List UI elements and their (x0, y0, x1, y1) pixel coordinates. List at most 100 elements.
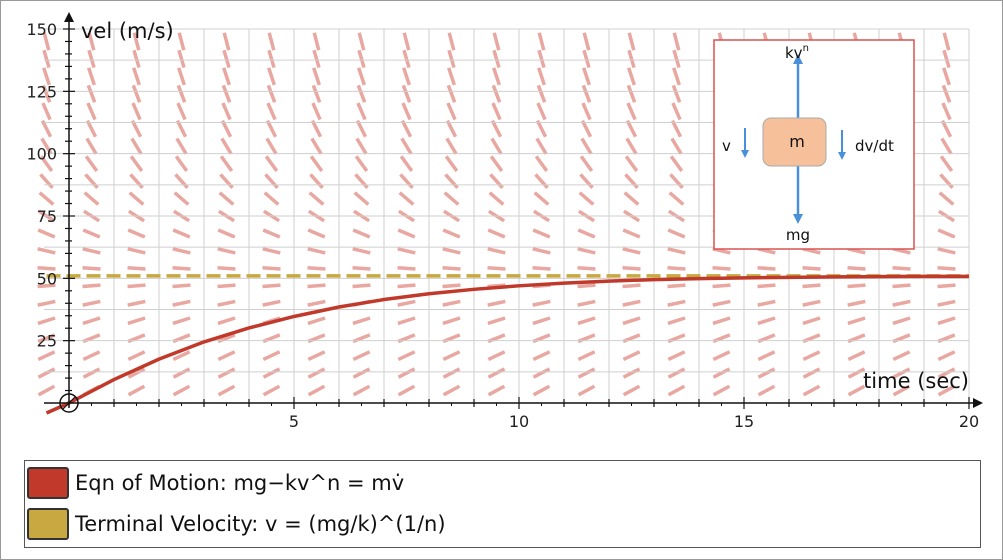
slope-mark (537, 49, 546, 69)
slope-mark (221, 84, 232, 103)
slope-mark (175, 119, 188, 138)
slope-mark (262, 266, 281, 271)
slope-mark (127, 350, 146, 362)
slope-mark (262, 228, 281, 239)
slope-mark (42, 32, 51, 51)
slope-mark (37, 283, 56, 289)
slope-mark (847, 266, 866, 271)
slope-mark (129, 173, 144, 189)
slope-mark (757, 367, 776, 379)
drag-force-base: kv (785, 44, 803, 62)
slope-mark (82, 266, 101, 271)
slope-mark (940, 137, 953, 155)
slope-mark (668, 191, 685, 206)
slope-mark (400, 137, 413, 155)
slope-mark (307, 350, 326, 362)
slope-mark (757, 283, 776, 289)
slope-mark (672, 32, 681, 51)
slope-mark (262, 384, 281, 397)
slope-mark (937, 299, 956, 307)
slope-mark (533, 191, 550, 206)
slope-mark (622, 266, 641, 271)
legend-swatch-motion[interactable] (27, 467, 69, 499)
slope-mark (217, 367, 236, 379)
slope-mark (402, 49, 411, 69)
slope-mark (532, 299, 551, 307)
slope-mark (937, 367, 956, 379)
slope-mark (172, 367, 191, 379)
slope-mark (402, 32, 411, 51)
slope-mark (352, 316, 371, 326)
y-axis-arrow-icon (64, 12, 74, 22)
slope-mark (534, 155, 549, 172)
slope-mark (712, 316, 731, 326)
slope-mark (83, 191, 100, 206)
slope-mark (847, 299, 866, 307)
slope-mark (307, 228, 326, 239)
slope-mark (622, 350, 641, 362)
slope-mark (85, 137, 98, 155)
legend-item-terminal[interactable]: Terminal Velocity: v = (mg/k)^(1/n) (27, 506, 446, 542)
slope-mark (37, 247, 56, 255)
x-axis-title: time (sec) (863, 369, 969, 393)
slope-mark (577, 316, 596, 326)
x-tick-label: 15 (734, 412, 754, 431)
slope-mark (312, 67, 321, 86)
slope-mark (176, 84, 187, 103)
slope-mark (131, 102, 142, 121)
slope-mark (942, 49, 951, 69)
slope-mark (491, 102, 502, 121)
slope-mark (221, 102, 232, 121)
slope-mark (444, 155, 459, 172)
slope-mark (577, 247, 596, 255)
slope-mark (42, 49, 51, 69)
slope-mark (172, 283, 191, 289)
slope-mark (892, 350, 911, 362)
slope-mark (669, 173, 684, 189)
x-axis-arrow-icon (973, 398, 983, 408)
slope-mark (222, 49, 231, 69)
slope-mark (82, 350, 101, 362)
slope-mark (442, 316, 461, 326)
slope-mark (37, 333, 56, 344)
slope-mark (937, 350, 956, 362)
slope-mark (127, 384, 146, 397)
arrow-down-icon (793, 214, 803, 224)
slope-mark (307, 283, 326, 289)
slope-mark (582, 32, 591, 51)
slope-mark (937, 228, 956, 239)
slope-mark (622, 299, 641, 307)
slope-mark (940, 119, 953, 138)
slope-mark (582, 49, 591, 69)
slope-mark (265, 137, 278, 155)
slope-mark (937, 247, 956, 255)
slope-mark (489, 155, 504, 172)
slope-mark (127, 283, 146, 289)
slope-mark (802, 367, 821, 379)
slope-mark (442, 283, 461, 289)
slope-mark (399, 173, 414, 189)
slope-mark (624, 155, 639, 172)
slope-mark (220, 119, 233, 138)
slope-mark (173, 191, 190, 206)
slope-mark (447, 49, 456, 69)
slope-mark (177, 32, 186, 51)
slope-mark (667, 367, 686, 379)
legend-swatch-terminal[interactable] (27, 508, 69, 540)
slope-mark (667, 316, 686, 326)
slope-mark (489, 173, 504, 189)
chart-canvas[interactable]: 5 10 15 20 25 50 75 100 125 150 vel (m/s) time (s… (0, 0, 1003, 455)
legend-item-motion[interactable]: Eqn of Motion: mg−kv^n = mv̇ (27, 465, 404, 501)
gravity-label: mg (786, 226, 810, 244)
slope-mark (802, 299, 821, 307)
slope-mark (218, 191, 235, 206)
slope-mark (40, 119, 53, 138)
slope-mark (130, 137, 143, 155)
slope-mark (86, 84, 97, 103)
slope-mark (401, 84, 412, 103)
slope-mark (757, 316, 776, 326)
axes (44, 12, 983, 408)
slope-mark (172, 350, 191, 362)
slope-mark (397, 367, 416, 379)
slope-mark (490, 119, 503, 138)
